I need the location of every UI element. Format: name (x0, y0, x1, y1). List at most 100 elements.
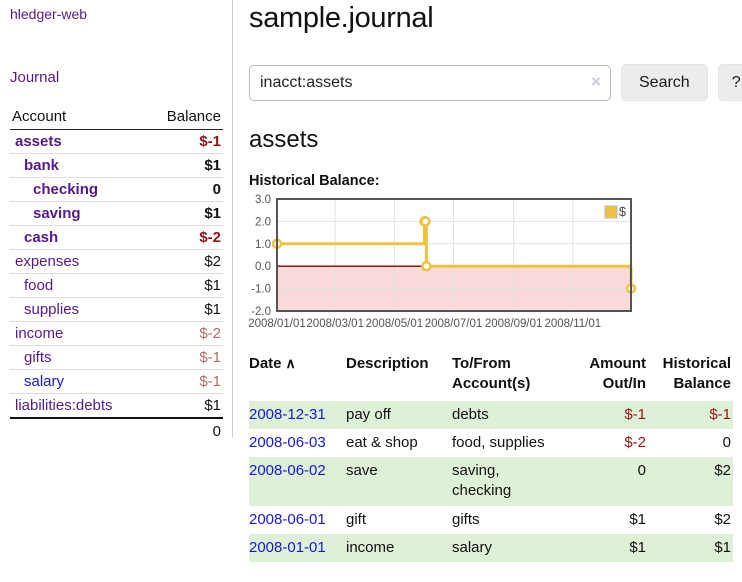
account-name-cell: food (10, 273, 147, 298)
app-title-link[interactable]: hledger-web (10, 6, 88, 22)
amount-cell: $1 (629, 510, 646, 528)
account-row: salary $-1 (10, 369, 223, 394)
account-balance: $2 (146, 249, 223, 274)
sidebar-divider (232, 0, 233, 437)
x-axis-tick-label: 2008/01/01 (248, 318, 306, 330)
account-link[interactable]: saving (33, 205, 81, 222)
account-name-cell: assets (10, 129, 147, 154)
account-row: cash $-2 (10, 225, 223, 250)
description-cell: save (346, 457, 452, 506)
register-row: 2008-12-31 pay off debts $-1 $-1 (249, 400, 733, 429)
account-link[interactable]: expenses (15, 253, 80, 270)
account-balance: $1 (146, 393, 223, 418)
description-cell: income (346, 533, 452, 562)
search-input[interactable] (249, 64, 611, 101)
x-axis-tick-label: 2008/05/01 (366, 318, 424, 330)
balance-cell: $1 (656, 533, 733, 562)
account-row: food $1 (10, 273, 223, 298)
date-link[interactable]: 2008-06-02 (249, 462, 326, 479)
account-link[interactable]: liabilities:debts (15, 397, 113, 414)
y-axis-tick-label: 3.0 (255, 194, 271, 206)
clear-search-icon[interactable]: × (591, 71, 601, 91)
account-name-cell: saving (10, 201, 147, 226)
date-link[interactable]: 2008-06-01 (249, 510, 326, 528)
account-balance: $1 (146, 201, 223, 226)
account-name-cell: gifts (10, 345, 147, 370)
date-cell: 2008-06-02 (249, 457, 346, 506)
account-row: assets $-1 (10, 129, 223, 154)
accounts-total-row: 0 (10, 417, 223, 444)
account-balance: $-2 (146, 321, 223, 346)
app-root: hledger-web Journal Account Balance asse… (0, 0, 742, 562)
account-row: gifts $-1 (10, 345, 223, 370)
y-axis-tick-label: 0.0 (255, 261, 271, 273)
date-cell: 2008-01-01 (249, 533, 346, 562)
account-balance: 0 (146, 177, 223, 202)
balance-cell: $2 (714, 510, 731, 528)
account-row: checking 0 (10, 177, 223, 202)
to-from-accounts-cell: gifts (452, 510, 480, 528)
data-point-marker (420, 216, 431, 227)
account-link[interactable]: food (24, 277, 54, 294)
account-name-cell: liabilities:debts (10, 393, 147, 418)
account-row: bank $1 (10, 153, 223, 178)
register-header-date[interactable]: Date ∧ (249, 355, 296, 372)
to-from-accounts-cell: food, supplies (452, 433, 545, 451)
account-heading: assets (249, 126, 319, 153)
register-header-row: Date ∧ Description To/From Account(s) Amount… (249, 351, 733, 401)
accounts-total-value: 0 (146, 417, 223, 444)
description-cell: gift (346, 510, 367, 528)
account-balance: $-1 (146, 345, 223, 370)
register-header-historical-balance[interactable]: Historical Balance (662, 355, 731, 393)
amount-cell: $-1 (584, 400, 656, 429)
balance-cell: $2 (656, 457, 733, 506)
chart-border (276, 198, 632, 312)
account-link[interactable]: assets (15, 133, 62, 150)
date-link[interactable]: 2008-06-03 (249, 433, 326, 451)
account-row: expenses $2 (10, 249, 223, 274)
to-from-accounts-cell: debts (452, 400, 584, 429)
sort-ascending-icon: ∧ (285, 355, 296, 371)
account-link[interactable]: bank (24, 157, 60, 174)
date-cell: 2008-06-03 (249, 429, 346, 457)
account-link[interactable]: income (15, 325, 64, 342)
register-header-amount-out-in[interactable]: Amount Out/In (589, 355, 646, 393)
x-axis-tick-label: 2008/07/01 (425, 318, 483, 330)
data-point-marker (421, 260, 432, 272)
account-balance: $1 (146, 273, 223, 298)
account-link[interactable]: supplies (24, 301, 80, 318)
date-cell: 2008-12-31 (249, 400, 346, 429)
legend-swatch (604, 205, 618, 219)
account-link[interactable]: gifts (24, 349, 52, 366)
search-button[interactable]: Search (621, 64, 708, 101)
account-link[interactable]: cash (24, 229, 59, 246)
x-axis-tick-label: 2008/03/01 (306, 318, 364, 330)
register-header-description[interactable]: Description (346, 355, 429, 372)
search-input-wrap: × (249, 64, 611, 101)
to-from-accounts-cell: salary (452, 533, 584, 562)
main-content: sample.journal × Search ? assets Histori… (233, 0, 742, 562)
y-axis-tick-label: -1.0 (251, 284, 271, 296)
account-balance: $-1 (146, 129, 223, 154)
sidebar: hledger-web Journal Account Balance asse… (0, 0, 233, 562)
account-name-cell: expenses (10, 249, 147, 274)
nav-journal-link[interactable]: Journal (10, 69, 60, 86)
date-link[interactable]: 2008-01-01 (249, 538, 326, 556)
account-row: saving $1 (10, 201, 223, 226)
register-header-to-from-accounts[interactable]: To/From Account(s) (452, 355, 531, 393)
to-from-accounts-cell: saving, checking (452, 457, 584, 506)
account-balance: $1 (146, 153, 223, 178)
y-axis-tick-label: 1.0 (255, 239, 271, 251)
account-link[interactable]: salary (24, 373, 65, 390)
help-button[interactable]: ? (717, 64, 742, 101)
search-bar: × Search ? (249, 64, 742, 101)
accounts-table: Account Balance assets $-1 bank $1 checking 0… (10, 105, 223, 444)
account-balance: $1 (146, 297, 223, 322)
chart-title: Historical Balance: (249, 173, 380, 189)
account-link[interactable]: checking (33, 181, 99, 198)
date-link[interactable]: 2008-12-31 (249, 405, 326, 423)
balance-cell: 0 (722, 433, 731, 451)
account-balance: $-1 (146, 369, 223, 394)
x-axis-tick-label: 2008/11/01 (544, 318, 601, 330)
legend-label: $ (619, 205, 626, 219)
